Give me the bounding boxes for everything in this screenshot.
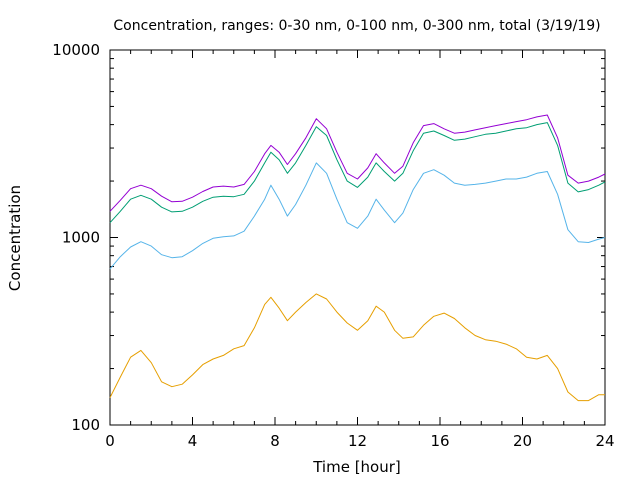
x-axis-label: Time [hour] xyxy=(312,458,401,476)
axis-ticks: 0 4 8 12 16 20 24 100 1000 10000 xyxy=(52,41,614,450)
x-tick-label: 24 xyxy=(595,432,614,450)
series-line-1 xyxy=(109,293,605,402)
x-tick-label: 0 xyxy=(105,432,115,450)
y-tick-label: 10000 xyxy=(52,41,100,59)
series-line-4 xyxy=(109,114,606,212)
y-axis-label: Concentration xyxy=(6,185,24,291)
chart-title: Concentration, ranges: 0-30 nm, 0-100 nm… xyxy=(113,18,600,34)
x-tick-label: 12 xyxy=(348,432,367,450)
series-lines xyxy=(109,114,606,402)
series-line-3 xyxy=(109,122,606,224)
x-tick-label: 20 xyxy=(513,432,532,450)
x-tick-label: 4 xyxy=(188,432,198,450)
y-tick-label: 1000 xyxy=(62,229,100,247)
plot-frame xyxy=(109,49,606,426)
y-tick-label: 100 xyxy=(71,416,100,434)
series-line-2 xyxy=(109,162,606,270)
x-tick-label: 8 xyxy=(270,432,280,450)
x-tick-label: 16 xyxy=(430,432,449,450)
